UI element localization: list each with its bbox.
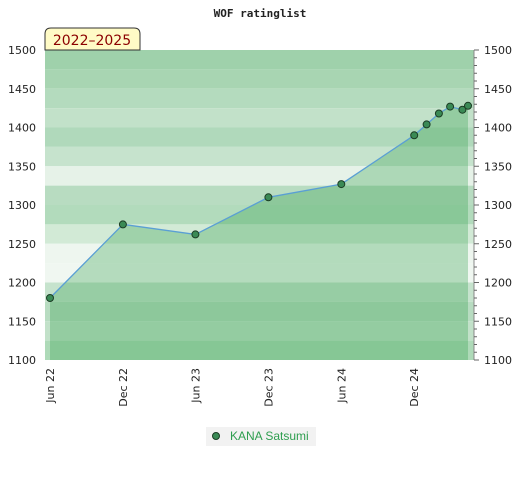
- x-tick-label: Jun 23: [189, 368, 202, 404]
- data-point: [422, 120, 431, 129]
- background-band: [45, 263, 474, 283]
- data-point: [434, 109, 443, 118]
- y-tick-label-right: 1200: [484, 277, 512, 290]
- y-tick-label-left: 1350: [8, 160, 36, 173]
- series-layer: [46, 101, 472, 302]
- background-band: [45, 166, 474, 186]
- background-band: [45, 301, 474, 322]
- x-tick-label: Dec 23: [262, 368, 275, 407]
- background-band: [45, 243, 474, 264]
- y-tick-label-left: 1250: [8, 238, 36, 251]
- period-label: 2022–2025: [53, 33, 131, 49]
- legend-label: KANA Satsumi: [230, 429, 309, 443]
- y-tick-label-right: 1500: [484, 44, 512, 57]
- x-tick-label: Dec 24: [408, 368, 421, 407]
- y-tick-label-right: 1400: [484, 122, 512, 135]
- legend-box: [206, 427, 316, 446]
- y-tick-label-right: 1350: [484, 160, 512, 173]
- background-band: [45, 321, 474, 341]
- y-tick-label-right: 1150: [484, 315, 512, 328]
- y-tick-label-right: 1300: [484, 199, 512, 212]
- y-tick-label-left: 1300: [8, 199, 36, 212]
- y-tick-label-right: 1250: [484, 238, 512, 251]
- y-tick-label-left: 1150: [8, 315, 36, 328]
- background-bands: [45, 50, 474, 360]
- x-tick-label: Jun 24: [335, 368, 348, 404]
- x-tick-label: Dec 22: [117, 368, 130, 407]
- background-band: [45, 88, 474, 109]
- background-band: [45, 108, 474, 128]
- background-band: [45, 146, 474, 167]
- background-band: [45, 50, 474, 70]
- y-tick-label-right: 1450: [484, 83, 512, 96]
- background-band: [45, 185, 474, 205]
- background-band: [45, 69, 474, 89]
- data-point: [410, 131, 419, 140]
- data-point: [264, 193, 273, 202]
- period-badge-box: [44, 27, 141, 51]
- background-band: [45, 340, 474, 360]
- y-tick-label-right: 1100: [484, 354, 512, 367]
- y-tick-label-left: 1200: [8, 277, 36, 290]
- background-band: [45, 224, 474, 244]
- y-tick-label-left: 1500: [8, 44, 36, 57]
- axes: 1100 1100 1150 1150 1200 1200 1250 1250 1300 1300…: [8, 44, 512, 407]
- x-tick-label: Jun 22: [44, 368, 57, 404]
- legend-marker: [212, 432, 220, 440]
- data-point: [118, 220, 127, 229]
- data-point: [464, 101, 472, 110]
- y-tick-label-left: 1450: [8, 83, 36, 96]
- legend: KANA Satsumi: [206, 427, 316, 446]
- data-point: [337, 180, 346, 189]
- background-band: [45, 205, 474, 225]
- period-badge: 2022–2025: [44, 27, 141, 51]
- y-tick-label-left: 1400: [8, 122, 36, 135]
- y-tick-label-left: 1100: [8, 354, 36, 367]
- data-point: [46, 294, 54, 302]
- background-band: [45, 127, 474, 147]
- background-band: [45, 282, 474, 302]
- data-point: [191, 230, 200, 239]
- data-point: [446, 102, 455, 111]
- chart-title: WOF ratinglist: [214, 7, 307, 20]
- data-point: [458, 105, 467, 114]
